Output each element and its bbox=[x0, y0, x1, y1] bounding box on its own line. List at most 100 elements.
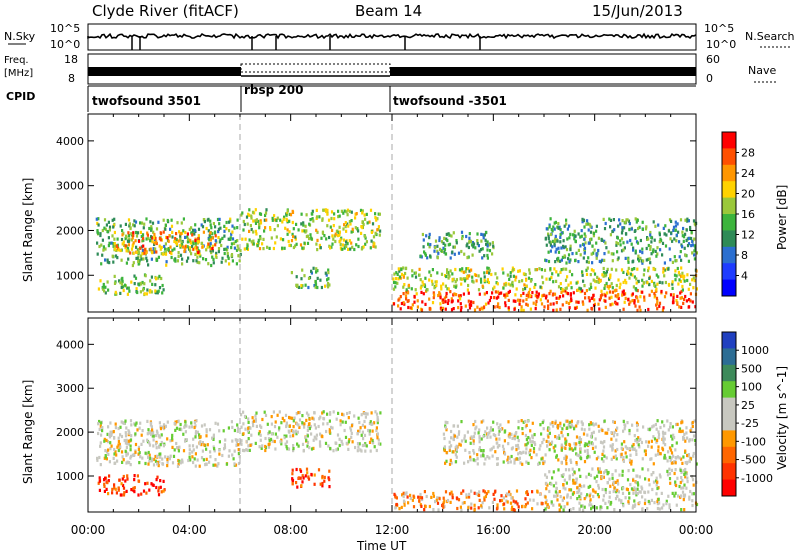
power-region bbox=[392, 266, 698, 292]
power-region bbox=[240, 208, 382, 252]
power-colorbar-label: Power [dB] bbox=[775, 185, 789, 250]
freq-band-left bbox=[88, 67, 241, 76]
velocity-region bbox=[291, 467, 331, 489]
velocity-colorbar-swatch bbox=[722, 332, 736, 349]
power-colorbar-swatch bbox=[722, 214, 736, 231]
velocity-region bbox=[544, 467, 699, 512]
velocity-colorbar: 1000 500 100 25 -25 -100 -500 -1000 bbox=[721, 331, 773, 497]
radar-title: Clyde River (fitACF) bbox=[92, 2, 239, 20]
power-colorbar: 28 24 20 16 12 8 4 bbox=[721, 131, 755, 297]
velocity-colorbar-tick: -25 bbox=[741, 417, 759, 430]
velocity-colorbar-swatch bbox=[722, 348, 736, 366]
power-colorbar-tick: 4 bbox=[741, 270, 748, 283]
velocity-colorbar-label: Velocity [m s^-1] bbox=[775, 366, 789, 470]
time-tick-label: 16:00 bbox=[476, 523, 511, 537]
nsky-tick-low: 10^0 bbox=[50, 38, 80, 51]
power-colorbar-tick: 16 bbox=[741, 208, 755, 221]
velocity-colorbar-tick: -500 bbox=[741, 454, 766, 467]
cpid-segment-2: rbsp 200 bbox=[244, 83, 303, 97]
power-colorbar-swatch bbox=[722, 230, 736, 248]
time-tick-label: 04:00 bbox=[172, 523, 207, 537]
velocity-panel: 1000 2000 3000 4000 00:00 04:00 08:00 12:00 16:0… bbox=[21, 317, 714, 553]
power-region bbox=[544, 217, 698, 265]
velocity-region bbox=[97, 474, 166, 497]
nsky-tick-low-right: 10^0 bbox=[706, 38, 736, 51]
cpid-label: CPID bbox=[6, 90, 35, 103]
power-colorbar-tick: 28 bbox=[741, 147, 755, 160]
power-colorbar-swatch bbox=[722, 279, 736, 297]
nsky-panel: N.Sky 10^5 10^0 10^5 10^0 N.Search bbox=[4, 22, 795, 51]
freq-panel: Freq. [MHz] 18 8 60 0 Nave bbox=[4, 53, 776, 85]
power-region bbox=[113, 230, 217, 256]
power-region bbox=[392, 288, 698, 312]
date-label: 15/Jun/2013 bbox=[592, 2, 683, 20]
power-ytick-label: 1000 bbox=[56, 269, 84, 282]
power-ytick-label: 2000 bbox=[56, 224, 84, 237]
velocity-colorbar-swatch bbox=[722, 430, 736, 448]
time-tick-label: 00:00 bbox=[679, 523, 714, 537]
velocity-heatmap bbox=[96, 318, 699, 512]
velocity-colorbar-swatch bbox=[722, 381, 736, 399]
velocity-colorbar-tick: -1000 bbox=[741, 472, 773, 485]
nsearch-label: N.Search bbox=[745, 30, 795, 43]
power-colorbar-swatch bbox=[722, 246, 736, 264]
velocity-colorbar-swatch bbox=[722, 446, 736, 464]
velocity-colorbar-tick: -100 bbox=[741, 435, 766, 448]
velocity-ylabel: Slant Range [km] bbox=[21, 380, 35, 484]
velocity-colorbar-swatch bbox=[722, 479, 736, 497]
power-heatmap bbox=[95, 114, 698, 312]
velocity-colorbar-tick: 1000 bbox=[741, 344, 769, 357]
freq-band-right bbox=[390, 67, 696, 76]
velocity-colorbar-swatch bbox=[722, 364, 736, 382]
velocity-colorbar-swatch bbox=[722, 414, 736, 431]
time-tick-label: 08:00 bbox=[273, 523, 308, 537]
velocity-colorbar-swatch bbox=[722, 397, 736, 415]
freq-tick-low: 8 bbox=[68, 72, 75, 85]
nave-tick-low: 0 bbox=[706, 72, 713, 85]
power-ytick-label: 4000 bbox=[56, 135, 84, 148]
power-colorbar-swatch bbox=[722, 148, 736, 166]
nsky-label: N.Sky bbox=[4, 30, 36, 43]
velocity-ytick-label: 2000 bbox=[56, 426, 84, 439]
velocity-region bbox=[96, 419, 242, 468]
velocity-region bbox=[240, 410, 382, 453]
velocity-ytick-label: 1000 bbox=[56, 470, 84, 483]
power-colorbar-tick: 24 bbox=[741, 167, 755, 180]
power-colorbar-swatch bbox=[722, 181, 736, 199]
velocity-region bbox=[442, 419, 698, 466]
cpid-row: CPID twofsound 3501 rbsp 200 twofsound -… bbox=[6, 83, 696, 112]
velocity-colorbar-swatch bbox=[722, 463, 736, 481]
nave-dotted-box bbox=[240, 63, 391, 73]
power-colorbar-tick: 20 bbox=[741, 188, 755, 201]
velocity-ytick-label: 4000 bbox=[56, 338, 84, 351]
power-ytick-label: 3000 bbox=[56, 180, 84, 193]
power-region bbox=[419, 230, 495, 260]
power-region bbox=[97, 273, 165, 297]
freq-unit-label: [MHz] bbox=[4, 68, 33, 79]
power-colorbar-swatch bbox=[722, 197, 736, 215]
velocity-region bbox=[393, 489, 546, 512]
cpid-segment-1: twofsound 3501 bbox=[92, 94, 201, 108]
power-colorbar-swatch bbox=[722, 164, 736, 182]
nsky-tick-high-right: 10^5 bbox=[704, 22, 734, 35]
beam-label: Beam 14 bbox=[355, 2, 422, 20]
power-colorbar-swatch bbox=[722, 263, 736, 281]
power-ylabel: Slant Range [km] bbox=[21, 178, 35, 282]
power-panel: 1000 2000 3000 4000 Slant Range [km] bbox=[21, 113, 698, 313]
time-tick-label: 20:00 bbox=[577, 523, 612, 537]
time-axis-label: Time UT bbox=[356, 539, 407, 553]
velocity-ytick-label: 3000 bbox=[56, 382, 84, 395]
power-region bbox=[290, 266, 331, 290]
time-tick-label: 00:00 bbox=[71, 523, 106, 537]
power-colorbar-swatch bbox=[722, 132, 736, 149]
freq-label: Freq. bbox=[4, 55, 29, 66]
power-colorbar-tick: 8 bbox=[741, 249, 748, 262]
nave-label: Nave bbox=[748, 64, 776, 77]
velocity-colorbar-tick: 100 bbox=[741, 381, 762, 394]
velocity-colorbar-tick: 25 bbox=[741, 399, 755, 412]
velocity-colorbar-tick: 500 bbox=[741, 362, 762, 375]
nsky-tick-high: 10^5 bbox=[50, 22, 80, 35]
power-colorbar-tick: 12 bbox=[741, 229, 755, 242]
nave-tick-high: 60 bbox=[706, 53, 720, 66]
